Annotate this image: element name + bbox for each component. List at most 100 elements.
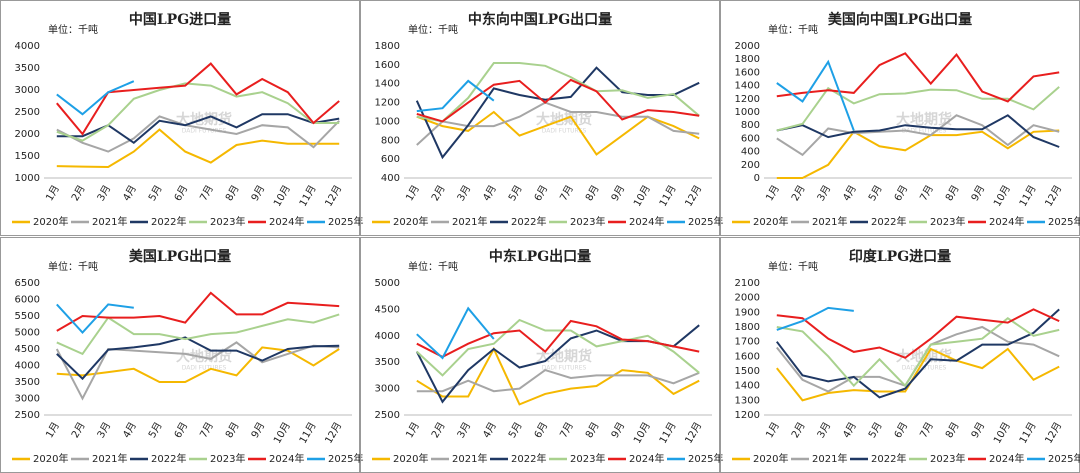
y-tick-label: 400	[381, 173, 400, 184]
x-tick-label: 8月	[943, 183, 962, 203]
watermark-sub: DADI FUTURES	[902, 128, 947, 135]
series-line	[56, 82, 340, 142]
series-line	[776, 347, 1060, 402]
series-line	[416, 101, 700, 146]
x-tick-label: 6月	[172, 183, 191, 203]
legend-label: 2022年	[871, 215, 906, 228]
watermark-sub: DADI FUTURES	[182, 128, 227, 135]
y-tick-label: 5500	[15, 311, 40, 322]
x-tick-label: 11月	[297, 183, 319, 209]
x-tick-label: 5月	[146, 420, 165, 440]
x-tick-label: 2月	[69, 183, 88, 203]
chart-title: 美国LPG出口量	[129, 248, 231, 265]
legend-label: 2022年	[151, 452, 186, 465]
legend-label: 2025年	[328, 452, 363, 465]
x-tick-label: 7月	[917, 183, 936, 203]
series-line	[776, 59, 855, 131]
x-tick-label: 8月	[223, 420, 242, 440]
series-line	[416, 368, 700, 393]
y-tick-label: 400	[741, 147, 760, 158]
legend-label: 2020年	[393, 452, 428, 465]
x-tick-label: 10月	[631, 183, 653, 209]
y-tick-label: 5000	[15, 328, 40, 339]
x-tick-label: 7月	[557, 420, 576, 440]
x-tick-label: 1月	[403, 183, 422, 203]
y-tick-label: 600	[381, 154, 400, 165]
y-tick-label: 2000	[735, 293, 760, 304]
series-line	[55, 341, 340, 401]
y-tick-label: 2100	[735, 278, 760, 289]
legend-label: 2025年	[1048, 215, 1080, 228]
x-tick-label: 7月	[197, 420, 216, 440]
y-tick-label: 6000	[15, 295, 40, 306]
y-tick-label: 1600	[735, 67, 760, 78]
y-tick-label: 4000	[15, 41, 40, 52]
watermark-sub: DADI FUTURES	[542, 365, 587, 372]
y-tick-label: 1900	[735, 307, 760, 318]
x-tick-label: 4月	[840, 420, 859, 440]
y-tick-label: 3500	[15, 63, 40, 74]
y-tick-label: 1800	[735, 54, 760, 65]
y-tick-label: 0	[754, 173, 760, 184]
chart-title: 中东LPG出口量	[489, 248, 591, 265]
y-tick-label: 4500	[15, 344, 40, 355]
x-tick-label: 11月	[297, 420, 319, 446]
legend-label: 2023年	[930, 452, 965, 465]
y-tick-label: 1200	[735, 410, 760, 421]
x-tick-label: 6月	[532, 420, 551, 440]
x-tick-label: 2月	[429, 183, 448, 203]
legend-label: 2023年	[570, 215, 605, 228]
y-tick-label: 1600	[735, 351, 760, 362]
series-line	[776, 308, 1060, 359]
series-line	[776, 52, 1060, 103]
y-tick-label: 3500	[375, 357, 400, 368]
x-tick-label: 7月	[917, 420, 936, 440]
x-tick-label: 6月	[172, 420, 191, 440]
x-tick-label: 9月	[609, 183, 628, 203]
x-tick-label: 6月	[892, 420, 911, 440]
x-tick-label: 12月	[683, 420, 705, 446]
x-tick-label: 9月	[969, 183, 988, 203]
series-line	[776, 114, 1060, 157]
legend-label: 2022年	[511, 452, 546, 465]
chart-title: 印度LPG进口量	[849, 248, 951, 265]
series-line	[416, 62, 700, 123]
x-tick-label: 2月	[789, 420, 808, 440]
x-tick-label: 1月	[763, 183, 782, 203]
series-line	[416, 319, 700, 359]
legend-label: 2024年	[989, 215, 1024, 228]
y-tick-label: 4000	[15, 361, 40, 372]
y-tick-label: 2000	[735, 41, 760, 52]
y-tick-label: 5000	[375, 278, 400, 289]
legend-label: 2020年	[753, 215, 788, 228]
unit-label: 单位：千吨	[48, 260, 98, 273]
y-tick-label: 3000	[15, 85, 40, 96]
series-line	[776, 129, 1060, 179]
legend-label: 2024年	[629, 452, 664, 465]
legend-label: 2025年	[328, 215, 363, 228]
legend-label: 2022年	[511, 215, 546, 228]
y-tick-label: 1500	[735, 366, 760, 377]
y-tick-label: 2500	[375, 410, 400, 421]
legend-label: 2025年	[1048, 452, 1080, 465]
legend-label: 2021年	[452, 215, 487, 228]
watermark: 大地期货	[536, 348, 592, 365]
x-tick-label: 1月	[43, 183, 62, 203]
watermark: 大地期货	[176, 348, 232, 365]
x-tick-label: 3月	[455, 420, 474, 440]
x-tick-label: 11月	[1017, 420, 1039, 446]
series-line	[416, 306, 495, 360]
y-tick-label: 4000	[375, 331, 400, 342]
legend-label: 2022年	[151, 215, 186, 228]
chart-title: 美国向中国LPG出口量	[828, 11, 972, 28]
y-tick-label: 1400	[735, 381, 760, 392]
x-tick-label: 2月	[429, 420, 448, 440]
legend-label: 2024年	[989, 452, 1024, 465]
legend-label: 2024年	[269, 452, 304, 465]
unit-label: 单位：千吨	[768, 260, 818, 273]
x-tick-label: 12月	[1043, 420, 1065, 446]
watermark-sub: DADI FUTURES	[182, 365, 227, 372]
y-tick-label: 3500	[15, 377, 40, 388]
legend-label: 2024年	[269, 215, 304, 228]
